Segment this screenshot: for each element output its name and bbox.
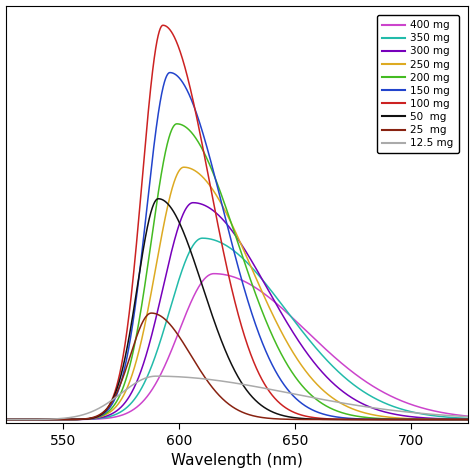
150 mg <box>178 77 183 82</box>
50  mg <box>46 417 52 422</box>
300 mg <box>199 201 204 207</box>
12.5 mg <box>153 374 159 379</box>
Line: 150 mg: 150 mg <box>0 73 474 419</box>
25  mg <box>75 417 81 422</box>
Line: 50  mg: 50 mg <box>0 199 474 419</box>
250 mg <box>415 416 421 422</box>
200 mg <box>415 417 421 422</box>
200 mg <box>46 417 52 422</box>
350 mg <box>75 417 81 422</box>
25  mg <box>148 310 154 316</box>
100 mg <box>46 417 52 422</box>
12.5 mg <box>468 414 474 419</box>
100 mg <box>178 50 183 55</box>
50  mg <box>155 196 161 201</box>
150 mg <box>199 126 204 132</box>
100 mg <box>199 138 204 144</box>
Line: 250 mg: 250 mg <box>0 167 474 419</box>
150 mg <box>415 417 421 422</box>
300 mg <box>46 417 52 422</box>
150 mg <box>167 70 173 75</box>
Line: 100 mg: 100 mg <box>0 25 474 419</box>
100 mg <box>75 417 81 422</box>
Line: 12.5 mg: 12.5 mg <box>0 376 474 419</box>
50  mg <box>178 222 183 228</box>
200 mg <box>174 121 180 127</box>
350 mg <box>468 416 474 421</box>
Line: 400 mg: 400 mg <box>0 273 474 419</box>
250 mg <box>199 173 204 179</box>
25  mg <box>415 417 421 422</box>
350 mg <box>178 273 183 278</box>
50  mg <box>468 417 474 422</box>
12.5 mg <box>415 410 421 416</box>
400 mg <box>75 417 81 422</box>
Line: 350 mg: 350 mg <box>0 238 474 419</box>
350 mg <box>199 236 204 241</box>
50  mg <box>199 281 204 286</box>
400 mg <box>199 280 204 285</box>
25  mg <box>178 336 183 341</box>
400 mg <box>211 271 217 276</box>
X-axis label: Wavelength (nm): Wavelength (nm) <box>171 454 303 468</box>
100 mg <box>415 417 421 422</box>
150 mg <box>468 417 474 422</box>
12.5 mg <box>46 416 52 422</box>
350 mg <box>46 417 52 422</box>
300 mg <box>415 415 421 420</box>
50  mg <box>415 417 421 422</box>
350 mg <box>415 410 421 416</box>
400 mg <box>46 417 52 422</box>
200 mg <box>178 121 183 127</box>
Legend: 400 mg, 350 mg, 300 mg, 250 mg, 200 mg, 150 mg, 100 mg, 50  mg, 25  mg, 12.5 mg: 400 mg, 350 mg, 300 mg, 250 mg, 200 mg, … <box>377 15 459 154</box>
300 mg <box>178 218 183 224</box>
250 mg <box>468 417 474 422</box>
100 mg <box>160 22 166 28</box>
100 mg <box>468 417 474 422</box>
12.5 mg <box>75 413 81 419</box>
300 mg <box>468 417 474 422</box>
400 mg <box>468 414 474 419</box>
300 mg <box>190 200 196 206</box>
250 mg <box>181 164 187 170</box>
400 mg <box>178 325 183 331</box>
250 mg <box>46 417 52 422</box>
Line: 300 mg: 300 mg <box>0 203 474 419</box>
12.5 mg <box>199 376 204 382</box>
350 mg <box>200 235 205 241</box>
25  mg <box>199 370 204 375</box>
250 mg <box>75 417 81 422</box>
25  mg <box>468 417 474 422</box>
400 mg <box>415 404 421 410</box>
50  mg <box>75 417 81 422</box>
25  mg <box>46 417 52 422</box>
Line: 25  mg: 25 mg <box>0 313 474 419</box>
150 mg <box>75 417 81 422</box>
200 mg <box>75 417 81 422</box>
200 mg <box>468 417 474 422</box>
Line: 200 mg: 200 mg <box>0 124 474 419</box>
200 mg <box>199 145 204 151</box>
250 mg <box>178 166 183 172</box>
150 mg <box>46 417 52 422</box>
12.5 mg <box>178 374 183 380</box>
300 mg <box>75 417 81 422</box>
